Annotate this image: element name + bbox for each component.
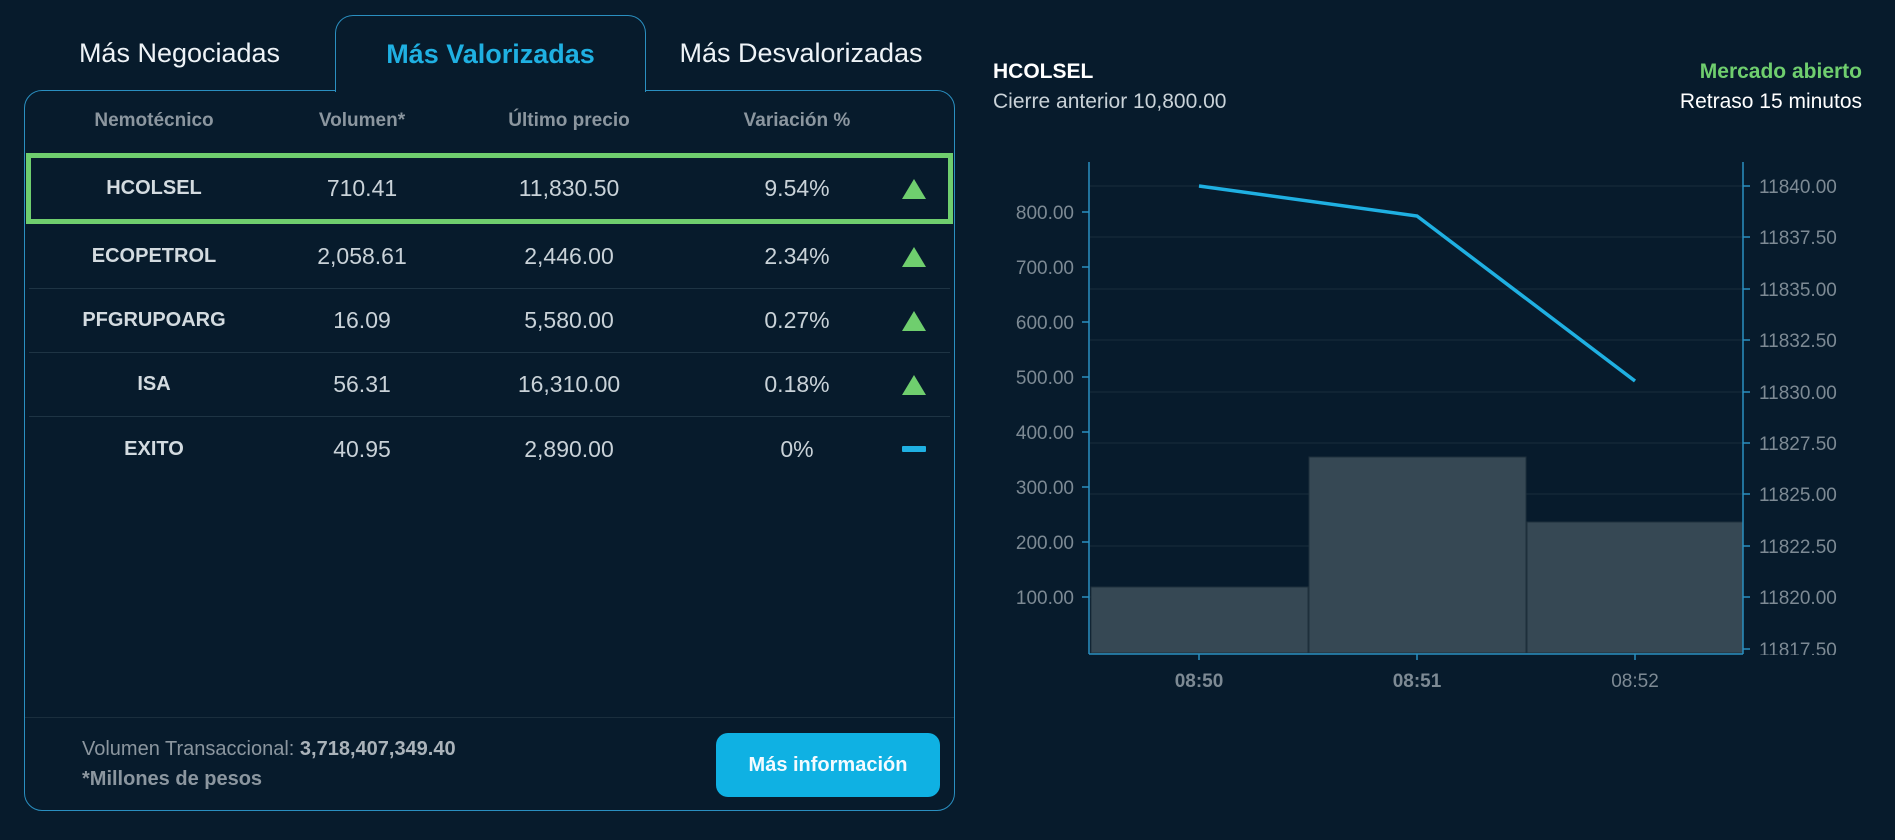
svg-text:500.00: 500.00: [1016, 368, 1074, 389]
volume: 16.09: [333, 307, 391, 333]
flat-dash-icon: [902, 446, 926, 452]
svg-text:200.00: 200.00: [1016, 533, 1074, 554]
svg-text:11820.00: 11820.00: [1759, 588, 1837, 609]
tab-bar: Más Negociadas Más Valorizadas Más Desva…: [24, 15, 956, 92]
change-percent: 9.54%: [764, 175, 830, 201]
delay-notice: Retraso 15 minutos: [1679, 90, 1862, 113]
svg-text:600.00: 600.00: [1016, 313, 1074, 334]
tab-mas-valorizadas[interactable]: Más Valorizadas: [335, 15, 646, 92]
svg-text:11822.50: 11822.50: [1759, 537, 1837, 558]
last-price: 2,890.00: [524, 435, 614, 462]
header-variacion: Variación %: [743, 110, 851, 131]
arrow-up-icon: [902, 246, 926, 267]
svg-text:800.00: 800.00: [1016, 203, 1074, 224]
table-row-selected[interactable]: HCOLSEL 710.41 11,830.50 9.54%: [26, 153, 953, 224]
left-axis-labels: 800.00 700.00 600.00 500.00 400.00 300.0…: [1016, 203, 1074, 609]
right-axis-labels: 11840.00 11837.50 11835.00 11832.50 1183…: [1759, 177, 1837, 661]
svg-text:11827.50: 11827.50: [1759, 434, 1837, 455]
table-row[interactable]: PFGRUPOARG 16.09 5,580.00 0.27%: [29, 289, 950, 353]
svg-text:11840.00: 11840.00: [1759, 177, 1837, 198]
volume: 40.95: [333, 435, 391, 462]
tab-mas-negociadas[interactable]: Más Negociadas: [78, 37, 281, 68]
svg-text:700.00: 700.00: [1016, 258, 1074, 279]
trend-cell: [889, 353, 939, 416]
trend-cell: [889, 158, 939, 219]
svg-text:08:50: 08:50: [1175, 671, 1224, 692]
tab-mas-desvalorizadas[interactable]: Más Desvalorizadas: [679, 37, 923, 68]
arrow-up-icon: [902, 374, 926, 395]
trend-cell: [889, 289, 939, 352]
stocks-table-panel: Nemotécnico Volumen* Último precio Varia…: [24, 90, 955, 811]
change-percent: 0.27%: [764, 307, 830, 333]
volume: 56.31: [333, 371, 391, 397]
svg-text:300.00: 300.00: [1016, 478, 1074, 499]
svg-text:11830.00: 11830.00: [1759, 383, 1837, 404]
last-price: 11,830.50: [518, 175, 620, 201]
last-price: 5,580.00: [524, 307, 614, 333]
previous-close: Cierre anterior 10,800.00: [993, 90, 1227, 113]
volume-value: 3,718,407,349.40: [299, 738, 456, 760]
bar-0851: [1308, 456, 1527, 654]
symbol: ECOPETROL: [91, 245, 217, 267]
header-nemotecnico: Nemotécnico: [94, 110, 214, 131]
price-line: [1198, 184, 1637, 383]
symbol: PFGRUPOARG: [82, 309, 226, 331]
symbol: EXITO: [124, 437, 184, 460]
bar-0852: [1526, 521, 1744, 654]
transactional-volume: Volumen Transaccional: 3,718,407,349.40: [82, 738, 456, 761]
last-price: 2,446.00: [524, 243, 614, 269]
svg-text:100.00: 100.00: [1016, 588, 1074, 609]
svg-text:11832.50: 11832.50: [1759, 331, 1837, 352]
svg-text:11835.00: 11835.00: [1759, 280, 1837, 301]
header-ultimo-precio: Último precio: [508, 110, 630, 131]
trend-cell: [889, 225, 939, 288]
table-row[interactable]: EXITO 40.95 2,890.00 0%: [29, 417, 950, 481]
arrow-up-icon: [902, 310, 926, 331]
change-percent: 0.18%: [764, 371, 830, 397]
footer-divider: [25, 717, 954, 718]
table-row[interactable]: ECOPETROL 2,058.61 2,446.00 2.34%: [29, 225, 950, 289]
header-volumen: Volumen*: [318, 110, 406, 131]
detail-symbol: HCOLSEL: [993, 60, 1094, 83]
market-status: Mercado abierto: [1699, 60, 1862, 83]
arrow-up-icon: [902, 178, 926, 199]
svg-text:11817.50: 11817.50: [1759, 640, 1837, 661]
trend-cell: [889, 417, 939, 481]
table-row[interactable]: ISA 56.31 16,310.00 0.18%: [29, 353, 950, 417]
more-info-button[interactable]: Más información: [716, 733, 940, 797]
volume-bars: [1090, 456, 1744, 654]
symbol: ISA: [137, 373, 171, 395]
change-percent: 0%: [780, 435, 814, 462]
tab-join-cover: [337, 89, 644, 93]
table-header: Nemotécnico Volumen* Último precio Varia…: [25, 91, 954, 153]
x-axis-labels: 08:50 08:51 08:52: [1175, 671, 1659, 692]
units-note: *Millones de pesos: [82, 768, 263, 790]
svg-text:400.00: 400.00: [1016, 423, 1074, 444]
volume-label: Volumen Transaccional:: [82, 738, 300, 760]
svg-text:11837.50: 11837.50: [1759, 228, 1837, 249]
symbol: HCOLSEL: [106, 177, 202, 199]
change-percent: 2.34%: [764, 243, 830, 269]
volume: 2,058.61: [317, 243, 407, 269]
last-price: 16,310.00: [517, 371, 621, 397]
svg-text:11825.00: 11825.00: [1759, 485, 1837, 506]
volume: 710.41: [326, 175, 398, 201]
svg-text:08:52: 08:52: [1611, 671, 1659, 692]
svg-text:08:51: 08:51: [1393, 671, 1442, 692]
bar-0850: [1090, 586, 1309, 654]
